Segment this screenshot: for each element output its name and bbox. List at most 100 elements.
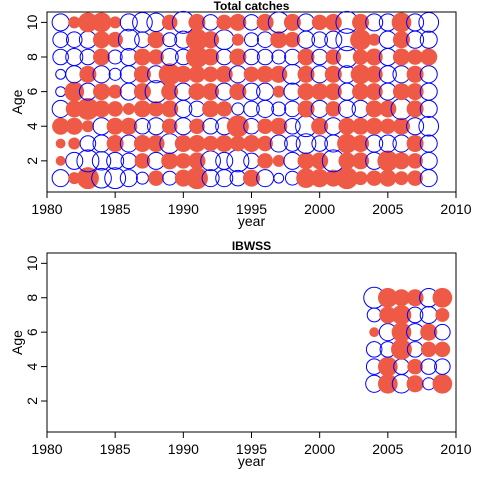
residual-bubble-age10-2000 [311,14,328,31]
residual-bubble-age2-1994 [226,149,250,173]
residual-bubble-age2-1990 [175,153,192,169]
residual-bubble-age1-1987 [135,171,149,185]
residual-bubble-age8-2009 [432,287,453,308]
x-tick-label: 2005 [372,201,403,217]
residual-bubble-age7-1996 [256,65,274,83]
residual-bubble-age7-2007 [406,306,424,324]
residual-bubble-age10-2007 [406,13,425,32]
residual-bubble-age3-1991 [188,135,206,153]
residual-bubble-age2-2003 [352,152,370,170]
residual-bubble-age9-1982 [65,31,83,48]
residual-bubble-age9-1994 [231,33,244,46]
residual-bubble-age8-2006 [392,289,410,307]
residual-bubble-age1-2002 [335,167,358,190]
residual-bubble-age7-2008 [419,65,438,84]
residual-bubble-age3-2004 [365,134,384,153]
x-tick-label: 1990 [168,201,199,217]
residual-bubble-age4-1985 [106,117,124,135]
residual-bubble-age2-1993 [215,151,234,170]
residual-bubble-age6-2004 [365,83,383,101]
residual-bubble-age8-2008 [420,48,438,66]
residual-bubble-age1-2007 [407,170,423,186]
residual-bubble-age1-1988 [148,170,164,186]
residual-bubble-age8-1989 [160,47,179,67]
residual-bubble-age7-2004 [365,65,383,83]
residual-bubble-age3-1993 [215,135,233,153]
residual-bubble-age10-2003 [352,13,370,31]
residual-bubble-age8-2004 [365,48,383,66]
residual-bubble-age8-1984 [93,48,111,66]
residual-bubble-age8-1985 [107,49,123,65]
residual-bubble-age5-2006 [391,338,412,360]
residual-bubble-age7-2009 [435,308,450,322]
residual-bubble-age8-1995 [243,48,260,66]
residual-bubble-age7-1985 [108,67,122,81]
residual-bubble-age1-2003 [353,171,368,186]
residual-bubble-age5-1992 [202,100,220,118]
residual-bubble-age5-2004 [365,100,383,118]
residual-bubble-age6-2006 [392,83,410,101]
residual-bubble-age3-1990 [174,135,192,153]
residual-bubble-age4-1987 [134,117,151,135]
residual-bubble-age8-1999 [297,48,315,66]
residual-bubble-age3-1985 [106,135,124,153]
y-tick-label: 6 [24,88,40,96]
residual-bubble-age7-2007 [406,65,424,83]
residual-bubble-age8-1988 [148,49,164,65]
chart-title: Total catches [214,0,290,13]
residual-bubble-age6-1981 [55,86,67,98]
residual-bubble-age3-2000 [311,135,328,152]
residual-bubble-age1-1984 [91,167,112,189]
residual-bubble-age1-1992 [201,169,220,188]
residual-bubble-age9-1981 [52,31,69,48]
residual-bubble-age6-1989 [161,83,179,101]
residual-bubble-age1-1986 [119,169,138,188]
x-tick-label: 1980 [31,201,62,217]
residual-bubble-age4-1989 [161,118,178,135]
residual-bubble-age9-1995 [244,32,259,48]
y-tick-label: 8 [24,53,40,61]
residual-bubble-age8-1981 [52,48,69,66]
residual-bubble-age4-2009 [434,358,451,375]
residual-bubble-age6-1997 [272,85,285,98]
residual-bubble-age4-1997 [270,117,288,135]
x-tick-label: 1985 [100,441,131,457]
residual-bubble-age4-1983 [81,120,94,133]
residual-bubble-age8-2006 [392,48,410,66]
residual-bubble-age1-2000 [310,168,329,188]
residual-bubble-age9-2001 [324,30,343,49]
residual-bubble-age3-2002 [337,133,357,154]
residual-bubble-age7-2005 [379,306,397,324]
residual-bubble-age7-1995 [243,66,260,83]
residual-bubble-age2-1985 [106,151,125,170]
residual-bubble-age3-1992 [202,135,219,152]
residual-bubble-age3-2003 [352,135,370,153]
x-tick-label: 1985 [100,201,131,217]
residual-bubble-age8-2001 [325,49,342,65]
y-tick-label: 10 [24,14,40,30]
residual-bubble-age6-2009 [434,323,451,341]
residual-bubble-age3-1994 [230,135,246,152]
residual-bubble-age5-1999 [297,100,315,118]
residual-bubble-age9-1997 [270,31,288,49]
residual-bubble-age8-2005 [377,287,398,308]
residual-bubble-age1-2005 [379,169,397,187]
residual-bubble-age4-2007 [406,117,425,136]
residual-bubble-age2-1997 [272,154,285,167]
residual-bubble-age10-1985 [109,16,122,29]
residual-bubble-age2-2007 [407,153,423,169]
residual-bubble-age5-2005 [379,100,397,118]
residual-bubble-age8-1991 [185,46,208,68]
y-axis-title: Age [9,330,25,355]
x-tick-label: 2005 [372,441,403,457]
residual-bubble-age5-1983 [76,97,99,120]
residual-bubble-age2-2006 [392,152,410,170]
residual-bubble-age7-1983 [79,65,97,83]
residual-bubble-age7-1990 [174,65,192,83]
residual-bubble-age1-1981 [51,169,70,188]
x-tick-label: 1995 [236,201,267,217]
residual-bubble-age3-1982 [68,137,81,150]
residual-bubble-age8-1987 [133,48,151,66]
residual-bubble-age7-1987 [133,65,151,83]
